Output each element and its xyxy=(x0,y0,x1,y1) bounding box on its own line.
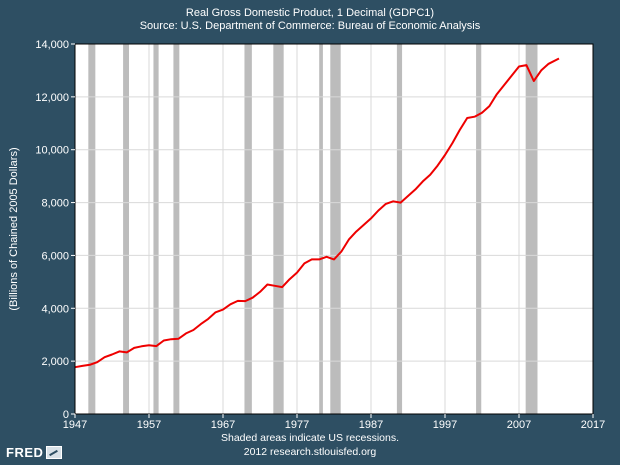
x-tick-label-1: 1957 xyxy=(137,419,161,431)
y-tick-label-7: 14,000 xyxy=(35,39,69,51)
y-tick-label-0: 0 xyxy=(63,409,69,421)
y-axis-ticks: 0 2,000 4,000 6,000 8,000 10,000 12,000 14,000 xyxy=(35,39,75,421)
recession-band-6 xyxy=(319,44,323,414)
recession-band-8 xyxy=(396,44,403,414)
source-url: 2012 research.stlouisfed.org xyxy=(244,446,377,458)
x-tick-label-7: 2017 xyxy=(581,419,605,431)
y-tick-label-3: 6,000 xyxy=(41,250,69,262)
chart-subtitle: Source: U.S. Department of Commerce: Bur… xyxy=(140,20,481,32)
grid-lines xyxy=(75,44,593,414)
recession-band-10 xyxy=(525,44,538,414)
fred-logo-text: FRED xyxy=(6,445,44,460)
x-tick-label-0: 1947 xyxy=(63,419,87,431)
x-tick-label-4: 1987 xyxy=(359,419,383,431)
recession-bands xyxy=(88,44,538,414)
x-tick-label-2: 1967 xyxy=(211,419,235,431)
x-tick-label-6: 2007 xyxy=(507,419,531,431)
chart-title: Real Gross Domestic Product, 1 Decimal (… xyxy=(186,7,434,19)
fred-chart-icon xyxy=(46,446,63,459)
recession-band-9 xyxy=(476,44,482,414)
x-axis-ticks: 1947 1957 1967 1977 1987 1997 2007 2017 xyxy=(63,414,605,431)
recession-band-1 xyxy=(123,44,130,414)
recession-band-5 xyxy=(273,44,284,414)
x-tick-label-5: 1997 xyxy=(433,419,457,431)
y-tick-label-6: 12,000 xyxy=(35,92,69,104)
recession-band-0 xyxy=(88,44,96,414)
y-tick-label-2: 4,000 xyxy=(41,303,69,315)
fred-logo: FRED xyxy=(6,445,63,460)
y-tick-label-1: 2,000 xyxy=(41,356,69,368)
plot-border xyxy=(74,43,594,415)
recession-band-7 xyxy=(330,44,341,414)
series-layer xyxy=(74,57,560,369)
series-line-gdpc1 xyxy=(74,57,560,369)
recession-band-3 xyxy=(173,44,180,414)
y-tick-label-5: 10,000 xyxy=(35,145,69,157)
recession-band-4 xyxy=(244,44,252,414)
recession-note: Shaded areas indicate US recessions. xyxy=(221,432,399,444)
recession-band-2 xyxy=(153,44,159,414)
x-tick-label-3: 1977 xyxy=(285,419,309,431)
y-axis-label: (Billions of Chained 2005 Dollars) xyxy=(8,147,20,310)
y-tick-label-4: 8,000 xyxy=(41,198,69,210)
